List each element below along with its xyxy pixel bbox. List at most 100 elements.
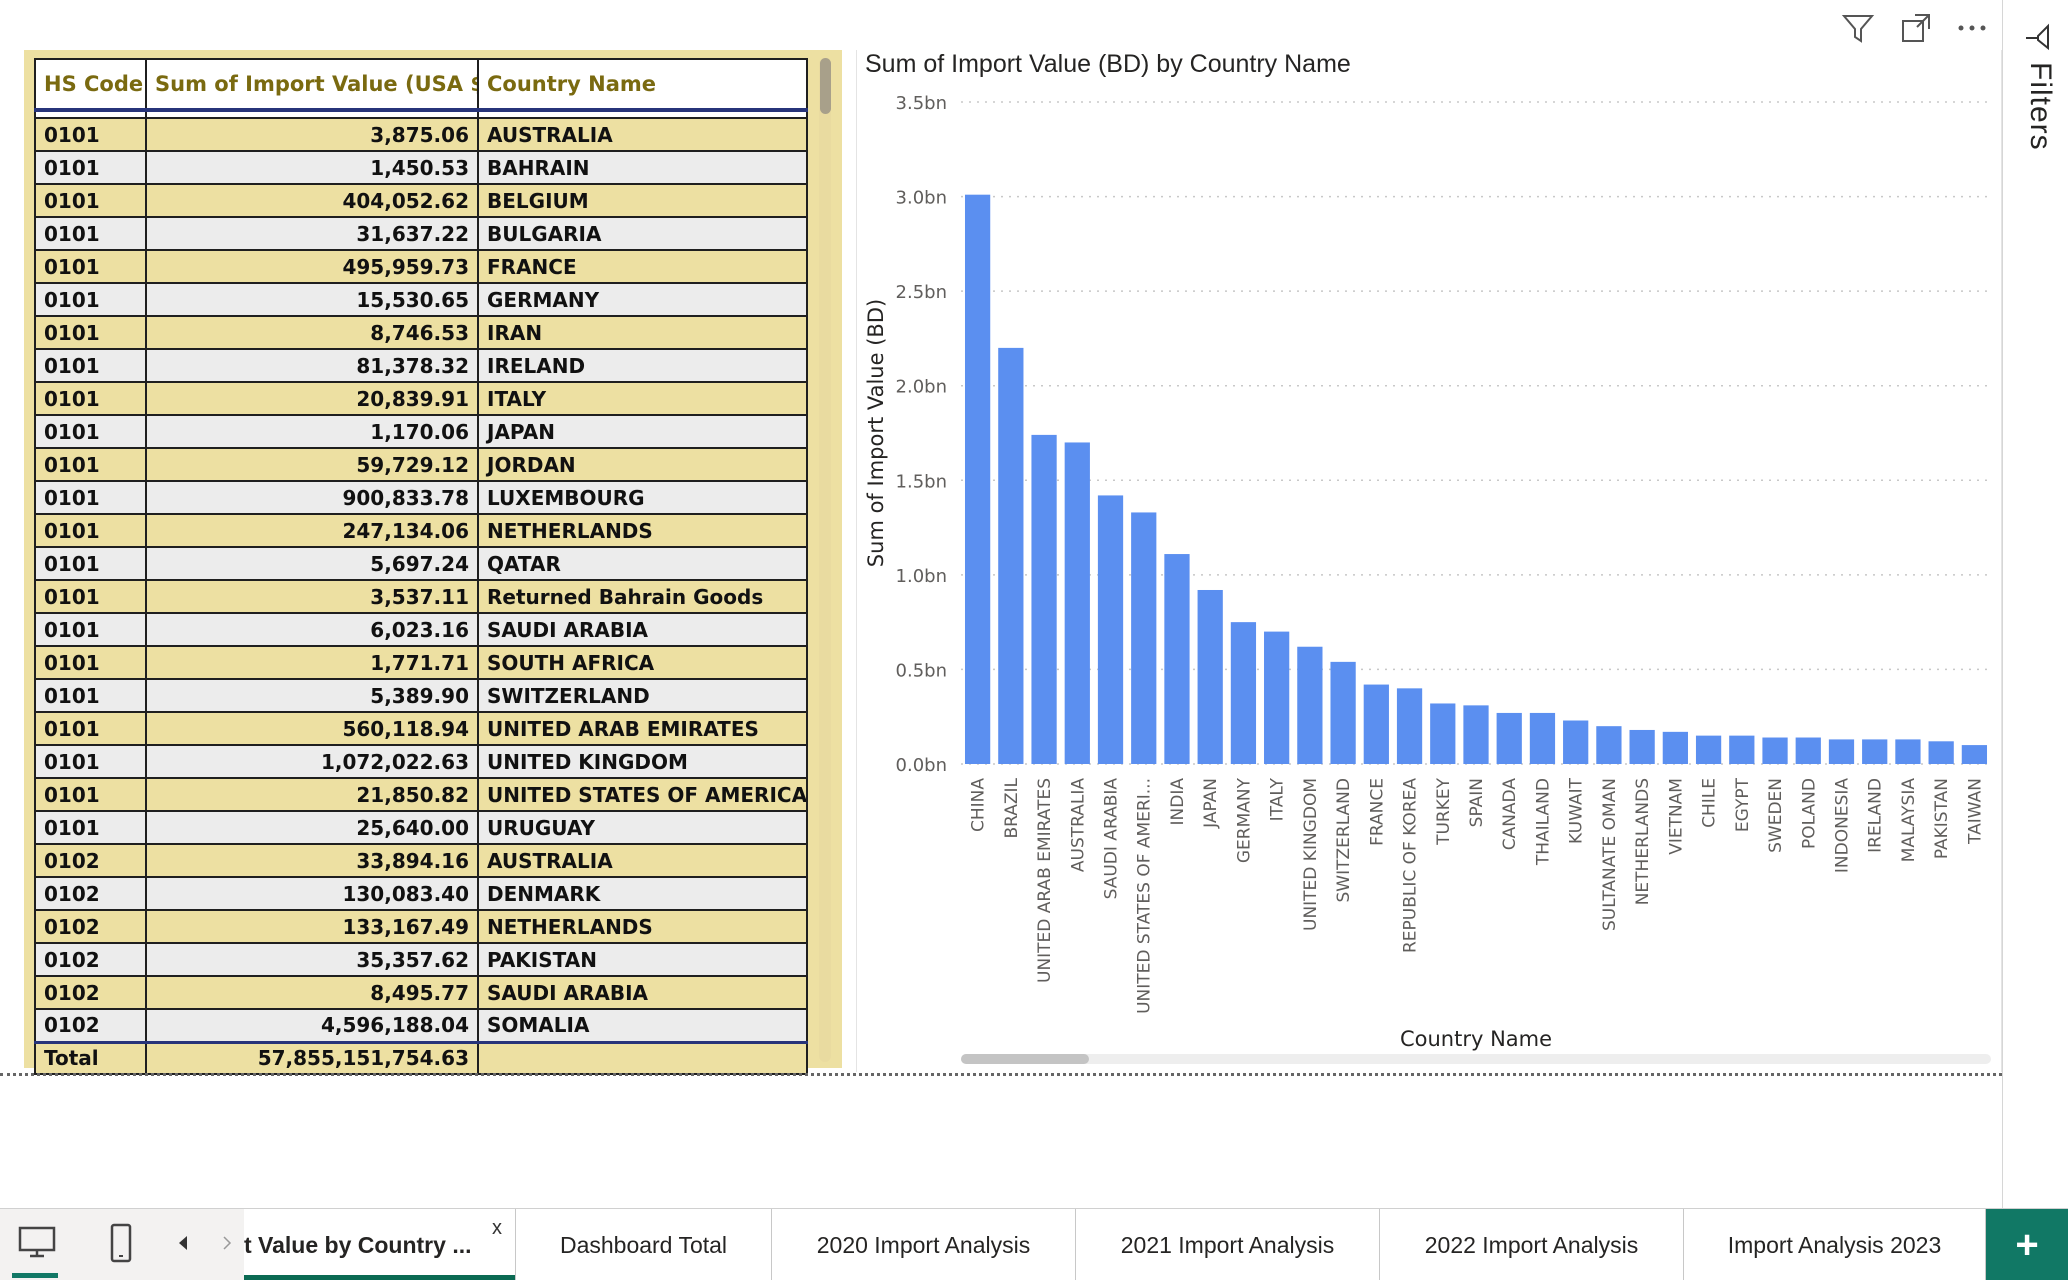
- hs-code-cell: 0101: [34, 744, 147, 779]
- table-row[interactable]: 0102 4,596,188.04 SOMALIA: [34, 1008, 808, 1043]
- tab-import-value-by-country[interactable]: t Value by Country ...: [244, 1209, 516, 1280]
- table-row[interactable]: 0102 130,083.40 DENMARK: [34, 876, 808, 911]
- country-name-cell: SAUDI ARABIA: [477, 975, 808, 1010]
- x-tick-label: TURKEY: [1434, 777, 1454, 846]
- country-name-cell: FRANCE: [477, 249, 808, 284]
- tab-label: Import Analysis 2023: [1727, 1231, 1942, 1258]
- hs-code-cell: 0101: [34, 546, 147, 581]
- bar: [1862, 739, 1888, 764]
- table-row[interactable]: 0101 495,959.73 FRANCE: [34, 249, 808, 284]
- table-row[interactable]: 0101 81,378.32 IRELAND: [34, 348, 808, 383]
- country-name-cell: SAUDI ARABIA: [477, 612, 808, 647]
- table-row[interactable]: 0101 3,537.11 Returned Bahrain Goods: [34, 579, 808, 614]
- x-tick-label: UNITED STATES OF AMERI...: [1135, 778, 1155, 1014]
- scroll-tabs-right-icon[interactable]: [214, 1209, 240, 1277]
- table-row[interactable]: 0101 59,729.12 JORDAN: [34, 447, 808, 482]
- filters-pane[interactable]: Filters: [2002, 0, 2068, 1212]
- import-value-cell: 5,389.90: [145, 678, 479, 713]
- filter-icon[interactable]: [1840, 10, 1876, 46]
- table-row[interactable]: 0101 1,072,022.63 UNITED KINGDOM: [34, 744, 808, 779]
- chart-scrollbar-thumb[interactable]: [961, 1054, 1089, 1064]
- close-tab-icon[interactable]: x: [492, 1217, 502, 1239]
- focus-mode-icon[interactable]: [1898, 10, 1934, 46]
- hs-code-cell: 0101: [34, 117, 147, 152]
- table-row[interactable]: 0101 15,530.65 GERMANY: [34, 282, 808, 317]
- table-row[interactable]: 0101 1,170.06 JAPAN: [34, 414, 808, 449]
- table-row[interactable]: 0101 5,697.24 QATAR: [34, 546, 808, 581]
- x-tick-label: UNITED KINGDOM: [1301, 778, 1321, 931]
- table-row[interactable]: 0102 33,894.16 AUSTRALIA: [34, 843, 808, 878]
- x-tick-label: EGYPT: [1733, 777, 1753, 832]
- total-country-cell: [477, 1040, 808, 1075]
- import-value-cell: 1,072,022.63: [145, 744, 479, 779]
- table-row[interactable]: 0101 1,450.53 BAHRAIN: [34, 150, 808, 185]
- x-tick-label: GERMANY: [1234, 777, 1254, 863]
- hs-code-cell: 0101: [34, 777, 147, 812]
- table-row[interactable]: 0101 25,640.00 URUGUAY: [34, 810, 808, 845]
- table-row[interactable]: 0101 21,850.82 UNITED STATES OF AMERICA: [34, 777, 808, 812]
- bar-chart-visual[interactable]: 0.0bn 0.5bn 1.0bn 1.5bn 2.0bn 2.5bn 3.0bn 3.5bn…: [856, 50, 2002, 1072]
- x-tick-label: THAILAND: [1533, 778, 1553, 866]
- country-name-cell: SOUTH AFRICA: [477, 645, 808, 680]
- table-row[interactable]: 0101 1,771.71 SOUTH AFRICA: [34, 645, 808, 680]
- table-scrollbar-thumb[interactable]: [820, 58, 831, 114]
- filter-pane-icon[interactable]: [2021, 22, 2051, 57]
- hs-code-cell: 0102: [34, 909, 147, 944]
- table-row[interactable]: 0101 900,833.78 LUXEMBOURG: [34, 480, 808, 515]
- desktop-view-icon[interactable]: [6, 1209, 68, 1277]
- bar: [1895, 739, 1921, 764]
- hs-code-cell: 0101: [34, 447, 147, 482]
- table-row[interactable]: 0101 31,637.22 BULGARIA: [34, 216, 808, 251]
- table-row[interactable]: 0101 404,052.62 BELGIUM: [34, 183, 808, 218]
- country-name-cell: AUSTRALIA: [477, 843, 808, 878]
- country-name-cell: NETHERLANDS: [477, 513, 808, 548]
- y-tick-label: 3.0bn: [896, 188, 947, 209]
- import-table-visual[interactable]: HS Code Sum of Import Value (USA $) Coun…: [24, 50, 842, 1075]
- x-tick-label: UNITED ARAB EMIRATES: [1035, 778, 1055, 983]
- tab-2020-import-analysis[interactable]: 2020 Import Analysis: [772, 1209, 1076, 1280]
- y-tick-label: 1.0bn: [896, 566, 947, 587]
- bar: [1629, 729, 1655, 764]
- spacer-cell: [34, 110, 147, 118]
- bar: [1264, 631, 1290, 764]
- tab-2022-import-analysis[interactable]: 2022 Import Analysis: [1380, 1209, 1684, 1280]
- column-header-hs-code[interactable]: HS Code: [34, 58, 147, 112]
- bar: [1828, 739, 1855, 764]
- filters-label[interactable]: Filters: [2024, 62, 2057, 151]
- add-page-button[interactable]: +: [1986, 1209, 2068, 1280]
- tab-2021-import-analysis[interactable]: 2021 Import Analysis: [1076, 1209, 1380, 1280]
- more-options-icon[interactable]: [1954, 10, 1990, 46]
- import-value-cell: 404,052.62: [145, 183, 479, 218]
- chart-scrollbar-track[interactable]: [961, 1054, 1991, 1064]
- bar: [1164, 554, 1190, 764]
- mobile-view-icon[interactable]: [96, 1209, 146, 1277]
- column-header-import-value[interactable]: Sum of Import Value (USA $): [145, 58, 479, 112]
- bar-chart: 0.0bn 0.5bn 1.0bn 1.5bn 2.0bn 2.5bn 3.0bn 3.5bn…: [864, 93, 1991, 1051]
- table-row[interactable]: 0101 5,389.90 SWITZERLAND: [34, 678, 808, 713]
- hs-code-cell: 0102: [34, 876, 147, 911]
- hs-code-cell: 0101: [34, 282, 147, 317]
- column-header-country-name[interactable]: Country Name: [477, 58, 808, 112]
- table-row[interactable]: 0101 6,023.16 SAUDI ARABIA: [34, 612, 808, 647]
- bar: [1529, 712, 1556, 764]
- table-row[interactable]: 0102 35,357.62 PAKISTAN: [34, 942, 808, 977]
- hs-code-cell: 0101: [34, 579, 147, 614]
- table-scrollbar-track[interactable]: [819, 58, 831, 1062]
- table-row[interactable]: 0101 560,118.94 UNITED ARAB EMIRATES: [34, 711, 808, 746]
- table-row[interactable]: 0101 8,746.53 IRAN: [34, 315, 808, 350]
- tab-dashboard-total[interactable]: Dashboard Total: [516, 1209, 772, 1280]
- table-row[interactable]: 0102 133,167.49 NETHERLANDS: [34, 909, 808, 944]
- tab-label: 2020 Import Analysis: [816, 1231, 1031, 1258]
- bar: [1795, 737, 1821, 764]
- bar: [1762, 737, 1788, 764]
- table-row[interactable]: 0101 247,134.06 NETHERLANDS: [34, 513, 808, 548]
- table-row[interactable]: 0101 20,839.91 ITALY: [34, 381, 808, 416]
- tab-import-analysis-2023[interactable]: Import Analysis 2023: [1684, 1209, 1986, 1280]
- scroll-tabs-left-icon[interactable]: [168, 1209, 198, 1277]
- table-row[interactable]: 0102 8,495.77 SAUDI ARABIA: [34, 975, 808, 1010]
- table-row[interactable]: 0101 3,875.06 AUSTRALIA: [34, 117, 808, 152]
- x-tick-label: REPUBLIC OF KOREA: [1401, 778, 1421, 953]
- import-value-cell: 560,118.94: [145, 711, 479, 746]
- hs-code-cell: 0102: [34, 942, 147, 977]
- import-value-cell: 4,596,188.04: [145, 1008, 479, 1043]
